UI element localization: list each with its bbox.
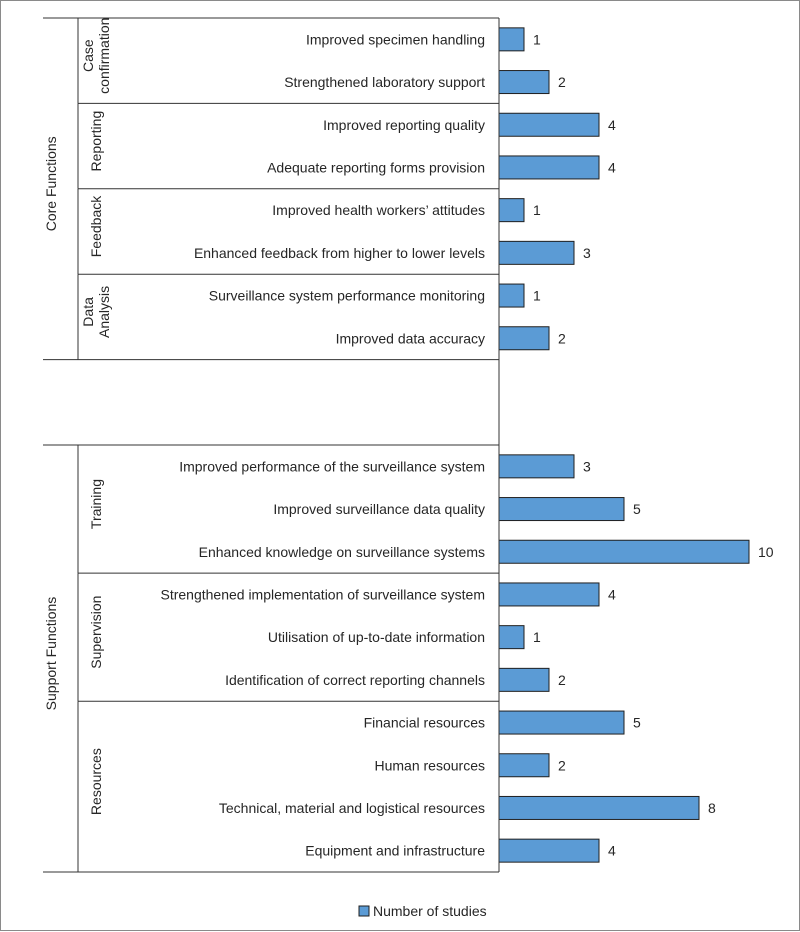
bar xyxy=(498,198,525,223)
category-label: Improved performance of the surveillance… xyxy=(179,458,485,474)
data-label: 5 xyxy=(633,501,641,517)
category-label: Financial resources xyxy=(364,715,485,731)
subgroup-label: Data xyxy=(80,297,96,327)
category-label: Improved surveillance data quality xyxy=(273,501,485,517)
subgroup-label: Reporting xyxy=(88,111,104,172)
data-label: 8 xyxy=(708,800,716,816)
bar xyxy=(498,283,525,308)
category-label: Equipment and infrastructure xyxy=(305,843,485,859)
category-label: Improved reporting quality xyxy=(323,117,485,133)
data-label: 3 xyxy=(583,245,591,261)
legend-swatch xyxy=(358,905,370,917)
subgroup-label: Supervision xyxy=(88,596,104,669)
category-label: Human resources xyxy=(375,757,486,773)
data-label: 3 xyxy=(583,458,591,474)
subgroup-label: Training xyxy=(88,479,104,529)
data-label: 10 xyxy=(758,544,774,560)
bar xyxy=(498,753,550,778)
subgroup-label: Feedback xyxy=(88,195,104,257)
category-label: Adequate reporting forms provision xyxy=(267,159,485,175)
data-label: 1 xyxy=(533,629,541,645)
category-label: Technical, material and logistical resou… xyxy=(219,800,485,816)
bar xyxy=(498,582,600,607)
data-label: 2 xyxy=(558,757,566,773)
category-label: Strengthened laboratory support xyxy=(284,74,485,90)
bar xyxy=(498,155,600,180)
data-label: 1 xyxy=(533,202,541,218)
category-label: Utilisation of up-to-date information xyxy=(268,629,485,645)
legend-label: Number of studies xyxy=(373,903,487,919)
data-label: 4 xyxy=(608,159,616,175)
group-label: Core Functions xyxy=(43,136,59,231)
category-label: Improved health workers’ attitudes xyxy=(272,202,485,218)
category-label: Improved data accuracy xyxy=(336,330,485,346)
subgroup-label: Resources xyxy=(88,748,104,815)
bar xyxy=(498,70,550,95)
category-label: Strengthened implementation of surveilla… xyxy=(160,586,485,602)
bar xyxy=(498,539,750,564)
bar xyxy=(498,838,600,863)
subgroup-label: Analysis xyxy=(96,286,112,338)
category-label: Surveillance system performance monitori… xyxy=(209,288,485,304)
bar xyxy=(498,497,625,522)
bar xyxy=(498,625,525,650)
category-label: Improved specimen handling xyxy=(306,31,485,47)
bar xyxy=(498,27,525,52)
bar xyxy=(498,112,600,137)
subgroup-label: confirmation xyxy=(96,18,112,94)
category-label: Enhanced feedback from higher to lower l… xyxy=(194,245,485,261)
data-label: 2 xyxy=(558,74,566,90)
data-label: 4 xyxy=(608,117,616,133)
bar xyxy=(498,710,625,735)
data-label: 4 xyxy=(608,843,616,859)
group-label: Support Functions xyxy=(43,597,59,711)
data-label: 1 xyxy=(533,288,541,304)
category-label: Enhanced knowledge on surveillance syste… xyxy=(199,544,485,560)
data-label: 2 xyxy=(558,672,566,688)
data-label: 4 xyxy=(608,586,616,602)
subgroup-label: Case xyxy=(80,39,96,72)
data-label: 5 xyxy=(633,715,641,731)
category-label: Identification of correct reporting chan… xyxy=(225,672,485,688)
bar xyxy=(498,326,550,351)
bar xyxy=(498,795,700,820)
data-label: 2 xyxy=(558,330,566,346)
bar xyxy=(498,667,550,692)
bar xyxy=(498,240,575,265)
bar xyxy=(498,454,575,479)
data-label: 1 xyxy=(533,31,541,47)
